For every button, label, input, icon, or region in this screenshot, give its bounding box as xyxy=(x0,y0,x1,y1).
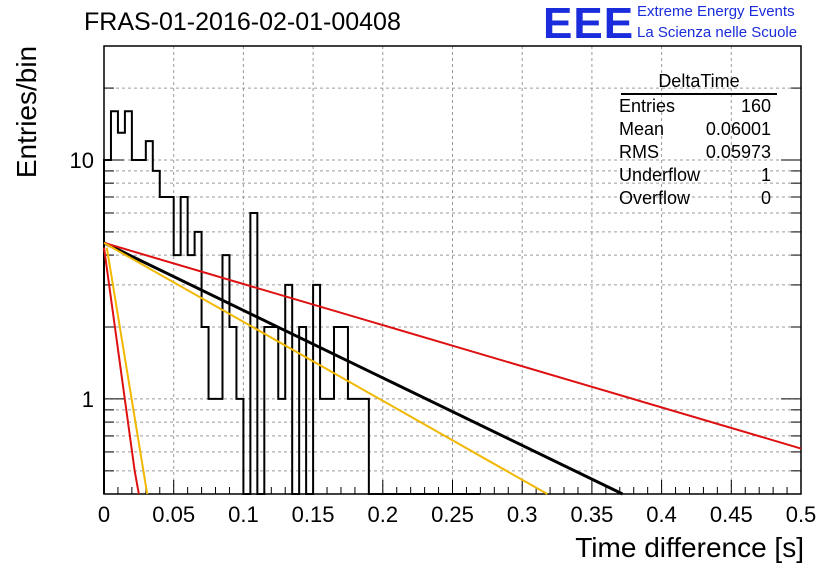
eee-logo: EEE xyxy=(543,0,635,48)
x-axis-label: Time difference [s] xyxy=(575,532,804,563)
fit-line xyxy=(103,247,140,495)
x-tick-label: 0.5 xyxy=(786,502,817,527)
stats-row: RMS 0.05973 xyxy=(613,141,777,164)
stats-value: 0.05973 xyxy=(705,142,771,162)
stats-title: DeltaTime xyxy=(621,70,777,95)
y-tick-label: 10 xyxy=(70,148,94,173)
x-tick-label: 0.3 xyxy=(507,502,538,527)
page-title: FRAS-01-2016-02-01-00408 xyxy=(84,8,401,36)
fit-line xyxy=(103,241,624,496)
stats-value: 1 xyxy=(760,165,771,185)
x-tick-label: 0.2 xyxy=(368,502,399,527)
x-tick-label: 0.4 xyxy=(646,502,677,527)
y-axis-label: Entries/bin xyxy=(11,45,42,179)
logo-line-2: La Scienza nelle Scuole xyxy=(637,24,798,41)
stats-row: Underflow 1 xyxy=(613,164,777,187)
stats-value: 160 xyxy=(740,96,771,116)
logo-line-1: Extreme Energy Events xyxy=(637,3,795,20)
fit-line xyxy=(103,241,802,450)
x-tick-label: 0.25 xyxy=(431,502,474,527)
x-tick-label: 0.45 xyxy=(710,502,753,527)
y-tick-label: 1 xyxy=(82,387,94,412)
x-tick-label: 0.1 xyxy=(228,502,259,527)
stats-row: Overflow 0 xyxy=(613,187,777,210)
stats-label: Entries xyxy=(619,96,676,116)
stats-label: RMS xyxy=(619,142,659,162)
stats-row: Mean 0.06001 xyxy=(613,118,777,141)
stats-label: Underflow xyxy=(619,165,701,185)
x-tick-label: 0.05 xyxy=(152,502,195,527)
stats-box: DeltaTime Entries 160 Mean 0.06001 RMS 0.05… xyxy=(613,70,777,210)
x-tick-label: 0.15 xyxy=(292,502,335,527)
stats-label: Mean xyxy=(619,119,665,139)
histogram-line xyxy=(103,110,481,495)
stats-value: 0 xyxy=(760,188,771,208)
stats-value: 0.06001 xyxy=(705,119,771,139)
x-tick-label: 0.35 xyxy=(570,502,613,527)
stats-label: Overflow xyxy=(619,188,691,208)
fit-line xyxy=(105,247,149,495)
x-tick-label: 0 xyxy=(98,502,110,527)
stats-row: Entries 160 xyxy=(613,95,777,118)
fit-line xyxy=(103,241,548,495)
